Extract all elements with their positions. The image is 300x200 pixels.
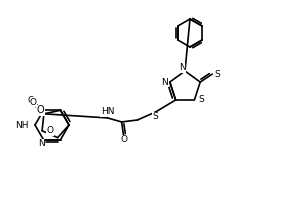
Text: S: S xyxy=(198,95,204,104)
Text: O: O xyxy=(30,98,37,107)
Text: N: N xyxy=(161,78,168,87)
Text: N: N xyxy=(178,64,185,72)
Text: NH: NH xyxy=(16,120,29,130)
Text: S: S xyxy=(153,112,158,121)
Text: O: O xyxy=(120,135,127,144)
Text: O: O xyxy=(27,96,34,105)
Text: HN: HN xyxy=(101,107,114,116)
Text: O: O xyxy=(37,105,44,115)
Text: O: O xyxy=(46,126,53,135)
Text: N: N xyxy=(38,139,45,148)
Text: S: S xyxy=(214,70,220,79)
